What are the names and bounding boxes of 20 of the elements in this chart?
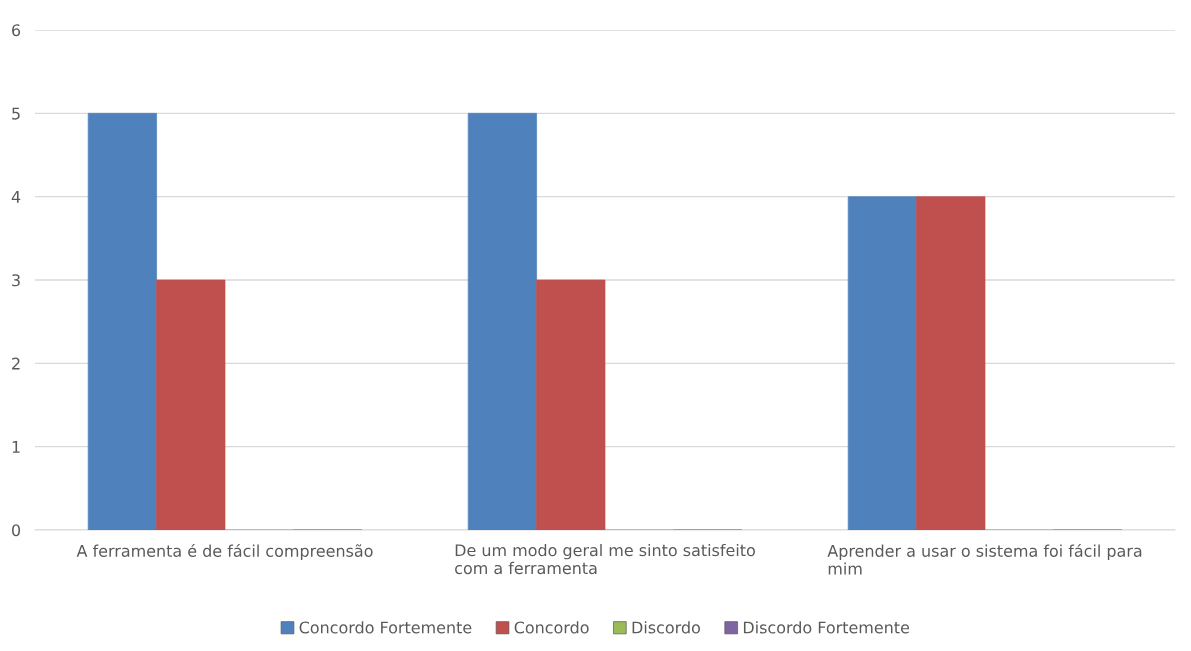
- legend-label: Discordo: [632, 621, 700, 634]
- x-tick-label: De um modo geral me sinto satisfeito com a ferramenta: [455, 543, 755, 575]
- y-tick-label: 6: [12, 24, 21, 37]
- y-tick-label: 2: [12, 357, 20, 370]
- y-tick-label: 4: [11, 191, 21, 203]
- bar: [467, 112, 537, 530]
- x-tick-label: A ferramenta é de fácil compreensão: [76, 543, 373, 560]
- bar: [536, 279, 606, 530]
- legend-label: Discordo Fortemente: [743, 621, 910, 634]
- y-tick-label: 0: [12, 524, 21, 537]
- y-tick-label: 5: [12, 107, 20, 120]
- y-tick-label: 3: [12, 274, 20, 287]
- bar: [156, 279, 226, 530]
- legend-label: Concordo: [514, 621, 589, 634]
- y-tick-label: 1: [12, 441, 20, 453]
- bar: [847, 196, 917, 530]
- x-tick-label: Aprender a usar o sistema foi fácil para mim: [827, 543, 1142, 575]
- bar: [916, 196, 986, 530]
- legend-label: Concordo Fortemente: [299, 621, 472, 634]
- bar: [87, 112, 157, 530]
